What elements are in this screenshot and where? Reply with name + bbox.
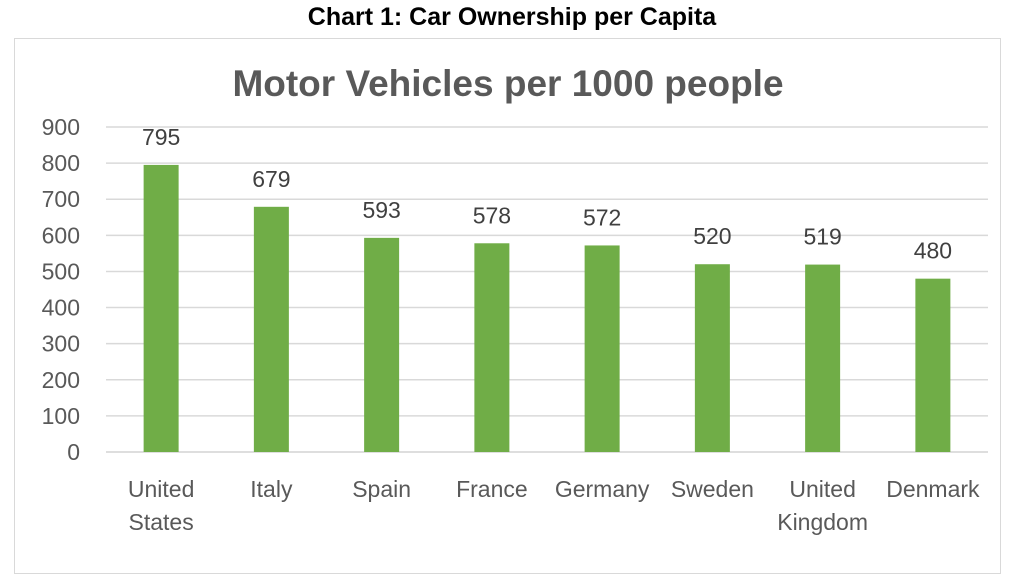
- y-tick-label: 600: [42, 222, 80, 248]
- bar: [474, 243, 510, 452]
- x-tick-label: United States: [128, 476, 194, 535]
- data-label: 519: [803, 224, 841, 250]
- y-tick-label: 200: [42, 367, 80, 393]
- y-tick-label: 700: [42, 186, 80, 212]
- y-tick-label: 300: [42, 331, 80, 357]
- bar: [584, 245, 620, 452]
- bars: [143, 164, 951, 452]
- x-tick-label: United Kingdom: [777, 476, 868, 535]
- page-heading: Chart 1: Car Ownership per Capita: [307, 3, 717, 31]
- x-tick-label: Denmark: [886, 476, 980, 502]
- bar: [805, 264, 841, 452]
- bar: [253, 206, 289, 452]
- bar: [694, 264, 730, 452]
- x-tick-label: Sweden: [671, 476, 754, 502]
- x-tick-label: Germany: [555, 476, 650, 502]
- y-tick-label: 0: [67, 439, 80, 465]
- y-tick-label: 500: [42, 258, 80, 284]
- y-axis-ticks: 0 100 200 300 400 500 600 700 800 900: [42, 114, 80, 465]
- data-label: 679: [252, 166, 290, 192]
- x-tick-label: France: [456, 476, 528, 502]
- y-tick-label: 100: [42, 403, 80, 429]
- data-label: 480: [914, 238, 952, 264]
- data-label: 593: [362, 197, 400, 223]
- bar: [364, 237, 400, 452]
- bar: [143, 164, 179, 452]
- gridlines: [106, 126, 988, 453]
- y-tick-label: 400: [42, 295, 80, 321]
- data-labels: 795 679 593 578 572 520 519 480: [142, 124, 952, 264]
- bar: [915, 278, 951, 452]
- x-axis-ticks: United States Italy Spain France Germany Swede…: [128, 476, 980, 535]
- data-label: 578: [473, 202, 511, 228]
- chart-title: Motor Vehicles per 1000 people: [232, 63, 783, 104]
- x-tick-label: Italy: [250, 476, 293, 502]
- data-label: 572: [583, 204, 621, 230]
- y-tick-label: 800: [42, 150, 80, 176]
- y-tick-label: 900: [42, 114, 80, 140]
- x-tick-label: Spain: [352, 476, 411, 502]
- data-label: 795: [142, 124, 180, 150]
- data-label: 520: [693, 223, 731, 249]
